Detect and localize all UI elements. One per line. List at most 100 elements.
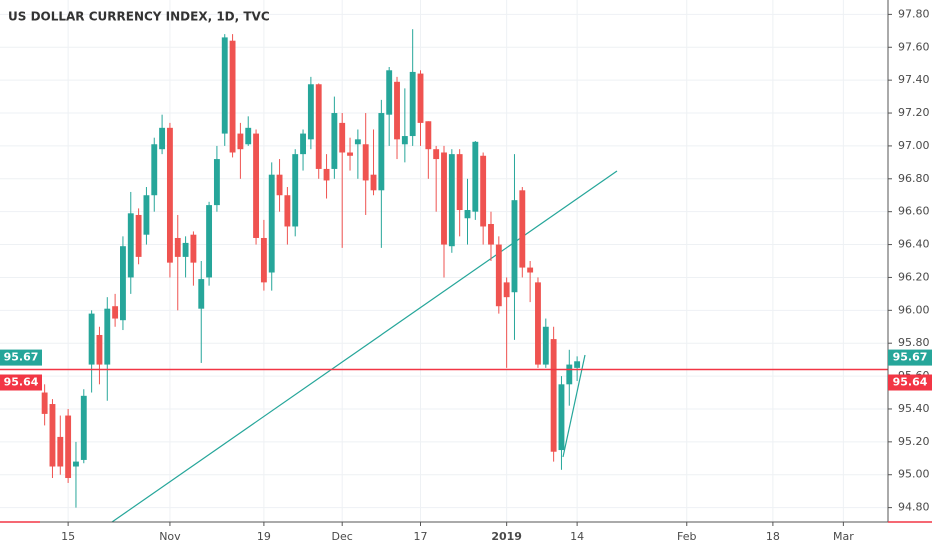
candle-body (550, 339, 557, 452)
candle-body (535, 282, 541, 365)
candle-body (378, 113, 385, 191)
candle-body (151, 144, 158, 196)
candle-body (315, 84, 322, 169)
x-tick-label: Feb (677, 530, 696, 543)
candle-body (511, 200, 518, 293)
candle-body (57, 436, 64, 467)
candle-body (448, 154, 455, 247)
x-tick-label: 2019 (491, 530, 522, 543)
candle-body (503, 282, 510, 298)
x-tick-label: 18 (766, 530, 780, 543)
candle-body (190, 234, 197, 263)
candle-body (292, 154, 299, 227)
candle-body (127, 213, 134, 278)
candle-body (166, 127, 173, 263)
candle-body (307, 84, 314, 140)
candle-body (425, 121, 432, 150)
candle-body (456, 154, 463, 211)
candle-body (354, 139, 361, 145)
candle-body (260, 237, 267, 283)
candle-body (574, 361, 581, 368)
trend-line (111, 170, 618, 523)
y-tick-label: 95.80 (898, 336, 930, 349)
candle-body (480, 155, 487, 227)
y-tick-label: 96.20 (898, 270, 930, 283)
price-tag-label: 95.67 (893, 351, 928, 364)
price-tag (0, 374, 42, 391)
candle-body (433, 149, 440, 160)
x-tick-label: 17 (414, 530, 428, 543)
candle-body (519, 190, 526, 268)
trend-line (562, 354, 586, 458)
candle-body (558, 384, 565, 451)
candle-body (73, 461, 79, 467)
y-tick-label: 94.80 (898, 501, 930, 514)
candle-body (65, 415, 72, 479)
y-tick-label: 97.80 (898, 7, 930, 20)
price-tag (0, 349, 42, 366)
labels: 94.8095.0095.2095.4095.6095.8096.0096.20… (0, 7, 932, 543)
y-tick-label: 97.60 (898, 40, 930, 53)
candle-body (206, 205, 213, 278)
price-tag-label: 95.64 (4, 376, 39, 389)
x-tick-label: 15 (61, 530, 75, 543)
y-tick-label: 95.00 (898, 468, 930, 481)
price-tag-label: 95.64 (893, 376, 928, 389)
candle-body (182, 242, 189, 257)
price-tag (888, 349, 932, 366)
candle-body (245, 127, 252, 145)
x-tick-label: Dec (332, 530, 353, 543)
y-tick-label: 95.40 (898, 402, 930, 415)
candle-body (331, 113, 338, 169)
candle-body (229, 40, 236, 153)
candle-body (253, 133, 259, 238)
candle-body (362, 144, 369, 181)
chart-title: US DOLLAR CURRENCY INDEX, 1D, TVC (8, 10, 270, 24)
candle-body (495, 244, 502, 307)
candle-body (386, 70, 393, 115)
candle-body (88, 313, 95, 365)
candle-body (394, 81, 400, 140)
y-tick-label: 96.80 (898, 172, 930, 185)
candle-body (112, 306, 119, 319)
candle-body (104, 308, 111, 365)
y-tick-label: 97.00 (898, 139, 930, 152)
y-tick-label: 97.40 (898, 73, 930, 86)
y-tick-label: 96.40 (898, 238, 930, 251)
candle-body (409, 71, 416, 137)
y-tick-label: 96.00 (898, 303, 930, 316)
candle-body (566, 364, 573, 385)
candle-body (135, 214, 142, 257)
x-tick-label: Mar (833, 530, 854, 543)
candle-body (464, 210, 471, 219)
candle-body (401, 136, 408, 145)
x-tick-label: 19 (257, 530, 271, 543)
candle-body (213, 159, 220, 206)
candle-body (347, 152, 353, 156)
candle-body (198, 279, 205, 309)
candle-body (143, 195, 150, 235)
candle-body (284, 195, 291, 227)
candle-body (472, 141, 479, 212)
y-tick-label: 95.20 (898, 435, 930, 448)
candle-body (300, 133, 306, 155)
candle-body (441, 152, 447, 245)
candle-body (542, 326, 549, 365)
candle-body (80, 395, 87, 460)
y-tick-label: 96.60 (898, 205, 930, 218)
candle-body (268, 174, 275, 273)
candle-body (276, 174, 283, 196)
y-tick-label: 97.20 (898, 106, 930, 119)
candle-body (323, 168, 330, 181)
candle-body (237, 133, 244, 150)
candle-body (339, 122, 346, 153)
candle-body (488, 224, 494, 245)
candle-body (96, 334, 103, 365)
candle-body (174, 237, 181, 257)
candle-body (527, 267, 534, 273)
candle-body (120, 246, 126, 321)
candle-body (41, 392, 48, 414)
price-tag-label: 95.67 (4, 351, 39, 364)
candle-body (49, 404, 56, 467)
